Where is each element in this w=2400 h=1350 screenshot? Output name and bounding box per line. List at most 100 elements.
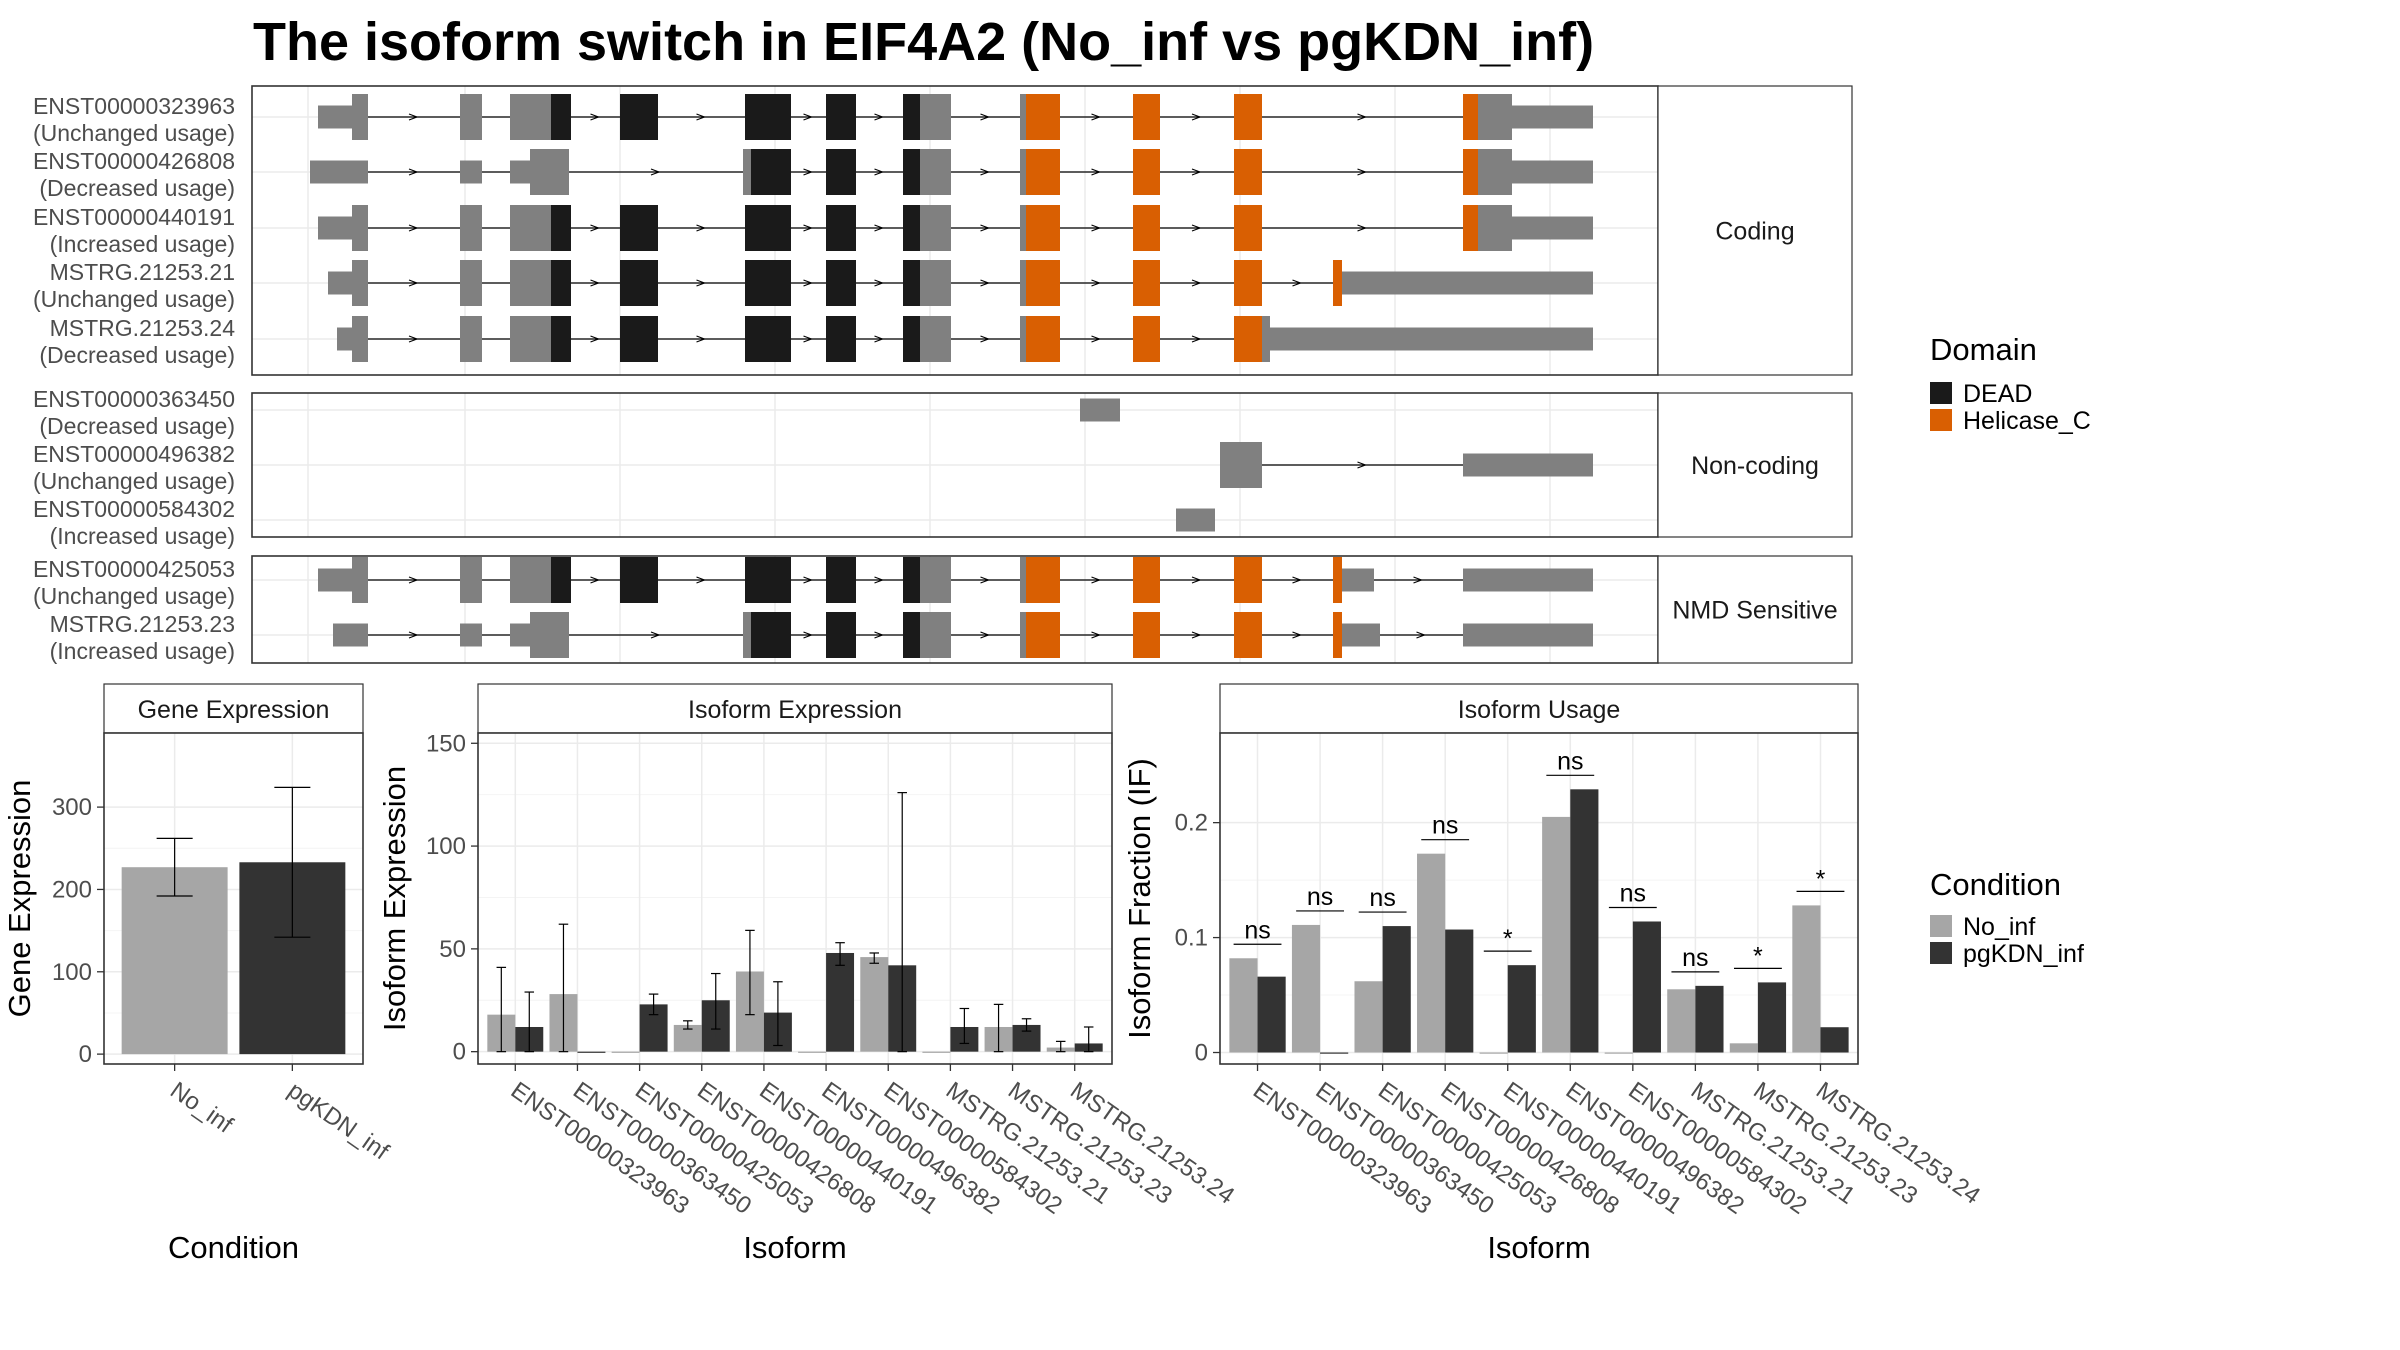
intron-arrow (980, 631, 991, 639)
intron-arrow (408, 335, 419, 343)
exon (743, 612, 751, 658)
dead-domain-exon (826, 149, 856, 195)
intron-arrow (1091, 576, 1102, 584)
domain-legend-key (1930, 409, 1952, 431)
helicase-domain-exon (1333, 557, 1342, 603)
intron-arrow (874, 113, 885, 121)
intron-arrow (1357, 168, 1368, 176)
bar (1729, 1043, 1758, 1053)
structure-strip-label: Coding (1715, 218, 1794, 246)
intron-arrow (1191, 279, 1202, 287)
exon (530, 149, 569, 195)
dead-domain-exon (903, 205, 920, 251)
intron-arrow (803, 168, 814, 176)
exon (920, 316, 951, 362)
dead-domain-exon (745, 94, 791, 140)
x-axis-label: Isoform (1487, 1230, 1590, 1265)
utr-exon (1342, 271, 1593, 295)
utr-exon (1342, 623, 1380, 647)
structure-group-nmd-sensitive: NMD Sensitive ENST00000425053(Unchanged u… (33, 555, 1853, 664)
bar (922, 1051, 951, 1053)
structure-panel-bg (252, 86, 1658, 375)
exon (1020, 557, 1026, 603)
intron-arrow (590, 279, 601, 287)
utr-exon (328, 271, 352, 295)
exon (920, 260, 951, 306)
intron-arrow (696, 279, 707, 287)
utr-exon (1342, 568, 1374, 592)
intron-arrow (650, 168, 661, 176)
intron-arrow (590, 224, 601, 232)
bar (1570, 789, 1599, 1053)
helicase-domain-exon (1026, 94, 1060, 140)
helicase-domain-exon (1333, 612, 1342, 658)
y-axis-label: Gene Expression (2, 780, 37, 1018)
utr-exon (333, 623, 368, 647)
y-tick-label: 0 (79, 1041, 92, 1068)
dead-domain-exon (903, 260, 920, 306)
transcript-usage: (Unchanged usage) (33, 286, 235, 312)
exon (510, 557, 551, 603)
intron-arrow (1091, 631, 1102, 639)
y-tick-label: 0 (1195, 1040, 1208, 1067)
intron-arrow (408, 168, 419, 176)
helicase-domain-exon (1234, 149, 1262, 195)
exon (1020, 149, 1026, 195)
exon (460, 205, 482, 251)
exon (510, 205, 551, 251)
transcript-usage: (Increased usage) (50, 638, 235, 664)
exon (533, 94, 542, 140)
intron-arrow (980, 576, 991, 584)
x-tick-label: No_inf (165, 1077, 238, 1139)
condition-legend-key (1930, 915, 1952, 937)
transcript-id: ENST00000440191 (33, 204, 235, 230)
exon (533, 316, 542, 362)
bar (860, 957, 889, 1052)
y-tick-label: 100 (52, 959, 92, 986)
dead-domain-exon (620, 94, 658, 140)
exon (530, 612, 569, 658)
intron-arrow (874, 631, 885, 639)
dead-domain-exon (745, 205, 791, 251)
dead-domain-exon (903, 557, 920, 603)
helicase-domain-exon (1234, 557, 1262, 603)
transcript-row: ENST00000425053(Unchanged usage) (33, 556, 1593, 609)
intron-arrow (696, 224, 707, 232)
dead-domain-exon (826, 612, 856, 658)
helicase-domain-exon (1234, 94, 1262, 140)
intron-arrow (696, 335, 707, 343)
significance-label: * (1753, 942, 1763, 970)
exon (460, 557, 482, 603)
dead-domain-exon (826, 260, 856, 306)
significance-label: ns (1620, 879, 1646, 907)
intron-arrow (408, 576, 419, 584)
domain-legend-label: Helicase_C (1963, 407, 2091, 435)
domain-legend-title: Domain (1930, 332, 2037, 367)
intron-arrow (1292, 279, 1303, 287)
dead-domain-exon (551, 316, 571, 362)
helicase-domain-exon (1026, 149, 1060, 195)
bar (121, 867, 228, 1055)
bar (1757, 982, 1787, 1053)
transcript-id: MSTRG.21253.21 (50, 259, 235, 285)
structure-strip (1657, 555, 1853, 664)
transcript-row: MSTRG.21253.23(Increased usage) (50, 611, 1593, 664)
y-axis-label: Isoform Fraction (IF) (1122, 758, 1157, 1039)
intron-arrow (590, 113, 601, 121)
intron-arrow (590, 335, 601, 343)
intron-arrow (1416, 631, 1427, 639)
utr-exon (1176, 508, 1215, 532)
intron-arrow (980, 279, 991, 287)
utr-exon (1463, 453, 1593, 477)
helicase-domain-exon (1463, 205, 1478, 251)
exon (352, 260, 368, 306)
y-tick-label: 0 (453, 1039, 466, 1066)
bar (1695, 985, 1724, 1053)
intron-arrow (803, 631, 814, 639)
y-tick-label: 0.2 (1175, 810, 1208, 837)
exon (352, 557, 368, 603)
transcript-id: MSTRG.21253.24 (50, 315, 236, 341)
x-axis-label: Condition (168, 1230, 299, 1265)
intron-arrow (1191, 631, 1202, 639)
